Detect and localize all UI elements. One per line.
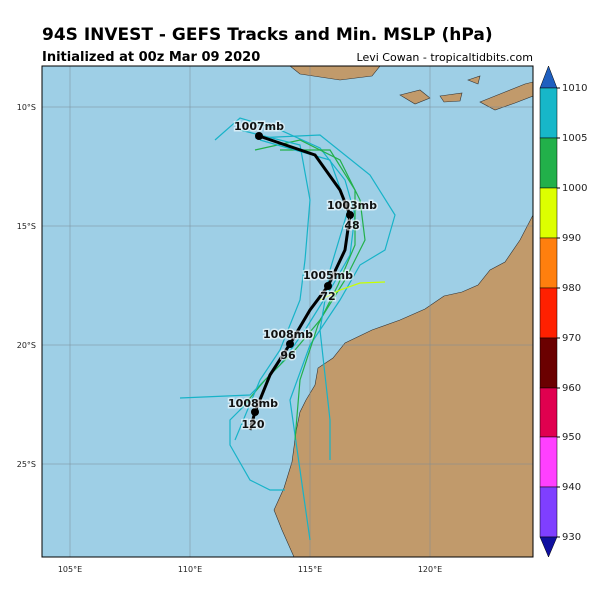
lon-label: 105°E	[58, 565, 82, 574]
colorbar-label: 940	[562, 482, 581, 493]
colorbar-label: 970	[562, 333, 581, 344]
lat-label: 15°S	[17, 222, 36, 231]
hour-label: 72	[320, 290, 335, 303]
colorbar-label: 1005	[562, 133, 587, 144]
colorbar-label: 960	[562, 383, 581, 394]
hour-label: 120	[242, 418, 265, 431]
graticule	[42, 66, 533, 557]
colorbar	[539, 65, 558, 558]
credit: Levi Cowan - tropicaltidbits.com	[357, 51, 533, 64]
lon-label: 115°E	[298, 565, 322, 574]
hour-label: 96	[280, 349, 296, 362]
lat-label: 10°S	[17, 103, 36, 112]
lat-label: 25°S	[17, 460, 36, 469]
mean-points	[251, 132, 354, 416]
island	[439, 92, 463, 103]
pressure-label: 1007mb	[234, 120, 284, 133]
pressure-label: 1008mb	[263, 328, 313, 341]
pressure-label: 1008mb	[228, 397, 278, 410]
colorbar-label: 980	[562, 283, 581, 294]
subtitle: Initialized at 00z Mar 09 2020	[42, 50, 260, 65]
lat-label: 20°S	[17, 341, 36, 350]
colorbar-label: 1010	[562, 83, 587, 94]
lon-label: 110°E	[178, 565, 202, 574]
australia	[273, 214, 533, 557]
lon-label: 120°E	[418, 565, 442, 574]
pressure-label: 1005mb	[303, 269, 353, 282]
colorbar-label: 930	[562, 532, 581, 543]
colorbar-labels: 1010 1005 1000 990 980 970 960 950 940 930	[557, 83, 587, 543]
timor	[479, 81, 533, 111]
colorbar-label: 950	[562, 432, 581, 443]
island	[467, 75, 481, 85]
title: 94S INVEST - GEFS Tracks and Min. MSLP (…	[42, 25, 493, 45]
colorbar-label: 1000	[562, 183, 587, 194]
pressure-label: 1003mb	[327, 199, 377, 212]
hour-label: 48	[344, 219, 359, 232]
map: 1007mb 1003mb 48 1005mb 72 1008mb 96 100…	[17, 65, 534, 574]
colorbar-label: 990	[562, 233, 581, 244]
java	[289, 66, 381, 81]
